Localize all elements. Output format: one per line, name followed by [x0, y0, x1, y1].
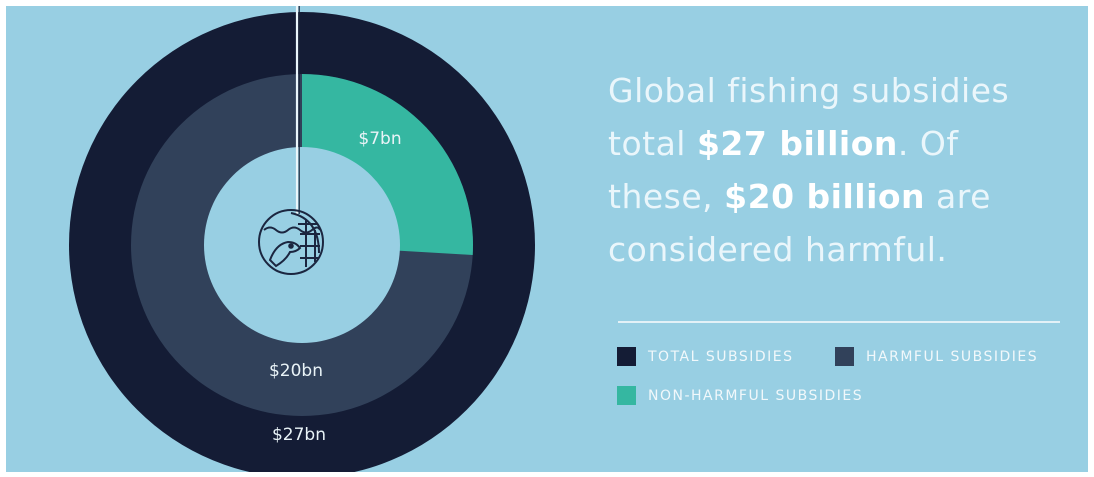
legend-label: TOTAL SUBSIDIES: [648, 348, 794, 365]
headline-segment: Global fishing subsidies: [608, 71, 1010, 110]
donut-chart: $7bn $20bn $27bn: [69, 6, 535, 472]
harmful-value-label: $20bn: [269, 361, 323, 381]
headline-harmful-amount: $20 billion: [724, 177, 926, 216]
legend-swatch-total: [617, 347, 636, 366]
headline-segment: considered harmful.: [608, 230, 948, 269]
legend-item-harmful: HARMFUL SUBSIDIES: [835, 347, 1038, 366]
headline-line: Global fishing subsidies: [608, 64, 1078, 117]
non-harmful-value-label: $7bn: [358, 129, 401, 149]
total-value-label: $27bn: [272, 425, 326, 445]
headline-segment: are: [925, 177, 991, 216]
divider: [618, 321, 1060, 323]
headline-line: total $27 billion. Of: [608, 117, 1078, 170]
headline-segment: . Of: [897, 124, 959, 163]
headline-segment: these,: [608, 177, 725, 216]
legend-label: HARMFUL SUBSIDIES: [866, 348, 1039, 365]
headline-total-amount: $27 billion: [696, 124, 898, 163]
legend-label: NON-HARMFUL SUBSIDIES: [648, 387, 864, 404]
fish-net-icon: [258, 209, 324, 275]
headline-line: these, $20 billion are: [608, 170, 1078, 223]
legend-item-total: TOTAL SUBSIDIES: [617, 347, 794, 366]
legend-swatch-non-harmful: [617, 386, 636, 405]
legend-item-non-harmful: NON-HARMFUL SUBSIDIES: [617, 386, 863, 405]
headline-text: Global fishing subsidies total $27 billi…: [608, 64, 1078, 276]
headline-line: considered harmful.: [608, 223, 1078, 276]
infographic-panel: $7bn $20bn $27bn Global fishing subsidie…: [6, 6, 1088, 472]
legend-swatch-harmful: [835, 347, 854, 366]
headline-segment: total: [608, 124, 697, 163]
